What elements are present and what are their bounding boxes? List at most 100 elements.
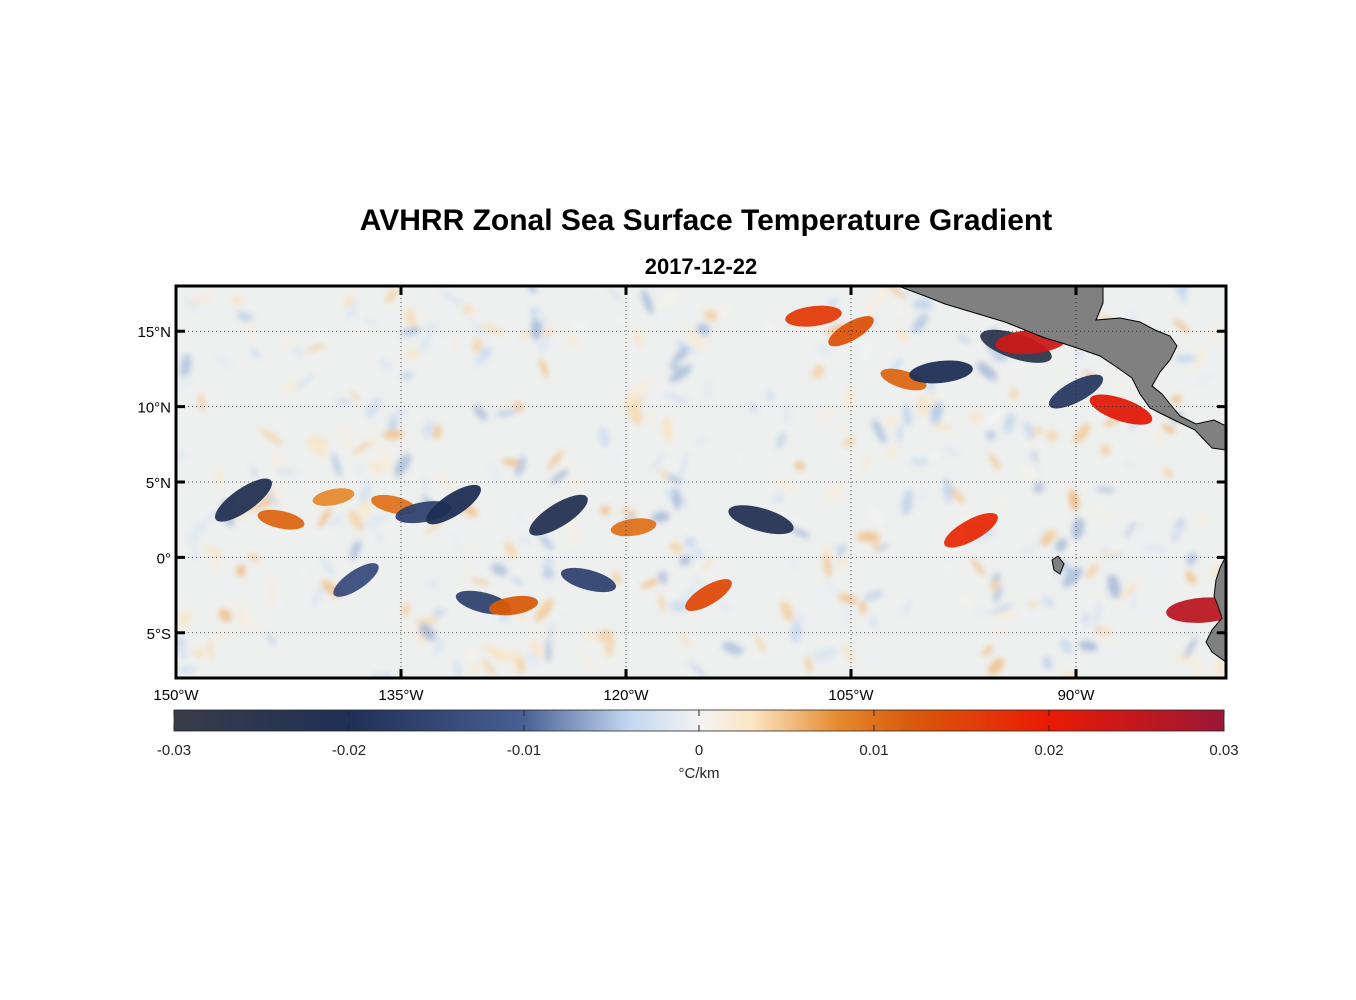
texture-blob: [294, 373, 315, 391]
texture-blob: [985, 430, 996, 441]
texture-blob: [187, 534, 199, 547]
texture-blob: [268, 577, 274, 605]
texture-blob: [812, 647, 839, 662]
texture-blob: [794, 461, 805, 470]
texture-blob: [1086, 563, 1098, 580]
texture-blob: [440, 291, 464, 305]
y-tick-label: 15°N: [137, 324, 171, 341]
texture-blob: [468, 319, 490, 338]
texture-blob: [696, 323, 710, 336]
texture-blob: [525, 652, 540, 666]
texture-blob: [231, 295, 244, 306]
texture-blob: [566, 333, 579, 346]
texture-blob: [1040, 534, 1052, 547]
texture-blob: [363, 514, 390, 528]
texture-blob: [701, 380, 714, 400]
texture-blob: [543, 556, 553, 571]
x-tick-label: 135°W: [378, 687, 424, 704]
texture-blob: [976, 361, 998, 381]
texture-blob: [328, 517, 343, 527]
texture-blob: [464, 305, 478, 314]
texture-blob: [901, 600, 914, 617]
texture-blob: [265, 491, 280, 507]
texture-blob: [973, 609, 997, 616]
texture-blob: [747, 652, 775, 659]
texture-blob: [1136, 522, 1146, 530]
texture-blob: [1042, 655, 1053, 670]
texture-blob: [320, 556, 336, 578]
texture-blob: [664, 474, 684, 484]
texture-blob: [864, 590, 884, 601]
texture-blob: [422, 475, 428, 497]
texture-blob: [1183, 629, 1198, 636]
texture-blob: [856, 531, 879, 542]
texture-blob: [356, 499, 373, 517]
texture-blob: [696, 435, 707, 447]
texture-blob: [1031, 427, 1043, 435]
texture-blob: [567, 546, 576, 563]
texture-blob: [216, 466, 222, 488]
texture-blob: [1012, 502, 1030, 524]
texture-blob: [622, 394, 640, 405]
x-tick-label: 90°W: [1058, 687, 1096, 704]
texture-blob: [646, 410, 656, 423]
texture-blob: [991, 610, 1016, 620]
texture-blob: [400, 625, 416, 631]
texture-blob: [720, 602, 730, 613]
texture-blob: [669, 541, 683, 554]
texture-blob: [1194, 666, 1201, 678]
texture-blob: [203, 546, 223, 556]
texture-blob: [216, 333, 229, 344]
texture-blob: [780, 600, 794, 623]
gradient-feature: [560, 567, 617, 593]
texture-blob: [599, 426, 609, 448]
texture-blob: [1126, 527, 1145, 541]
gradient-feature: [333, 563, 379, 597]
texture-blob: [1031, 450, 1039, 463]
texture-blob: [480, 347, 494, 356]
texture-blob: [634, 329, 643, 348]
texture-blob: [843, 436, 855, 448]
texture-blob: [661, 415, 673, 444]
texture-blob: [350, 539, 362, 560]
texture-blob: [347, 300, 357, 320]
texture-blob: [729, 571, 743, 584]
texture-blob: [872, 418, 887, 444]
texture-blob: [571, 422, 596, 431]
texture-blob: [773, 480, 798, 491]
texture-blob: [274, 595, 285, 611]
texture-blob: [424, 322, 438, 334]
texture-blob: [651, 511, 670, 523]
texture-blob: [1171, 395, 1182, 404]
texture-blob: [1049, 576, 1066, 584]
texture-blob: [1131, 589, 1136, 611]
texture-blob: [376, 665, 388, 678]
texture-blob: [499, 316, 511, 329]
colorbar-tick-label: 0.02: [1034, 742, 1063, 759]
gradient-feature: [257, 509, 305, 530]
texture-blob: [991, 628, 1009, 636]
texture-blob: [1099, 625, 1110, 644]
texture-blob: [400, 327, 421, 336]
texture-blob: [664, 392, 691, 405]
texture-blob: [293, 346, 304, 357]
texture-blob: [1172, 319, 1191, 333]
texture-blob: [512, 401, 524, 412]
texture-blob: [930, 403, 941, 427]
texture-blob: [982, 645, 993, 657]
texture-blob: [490, 563, 509, 576]
texture-blob: [359, 482, 372, 505]
texture-blob: [517, 535, 532, 546]
texture-blob: [331, 452, 342, 477]
texture-blob: [640, 578, 659, 589]
texture-blob: [1052, 366, 1065, 375]
texture-blob: [721, 642, 744, 655]
texture-blob: [1136, 603, 1164, 615]
texture-blob: [765, 390, 775, 402]
texture-blob: [193, 648, 205, 659]
texture-blob: [1092, 602, 1102, 628]
texture-blob: [550, 468, 569, 485]
texture-blob: [659, 291, 678, 308]
texture-blob: [993, 585, 1003, 604]
texture-blob: [1081, 611, 1090, 627]
